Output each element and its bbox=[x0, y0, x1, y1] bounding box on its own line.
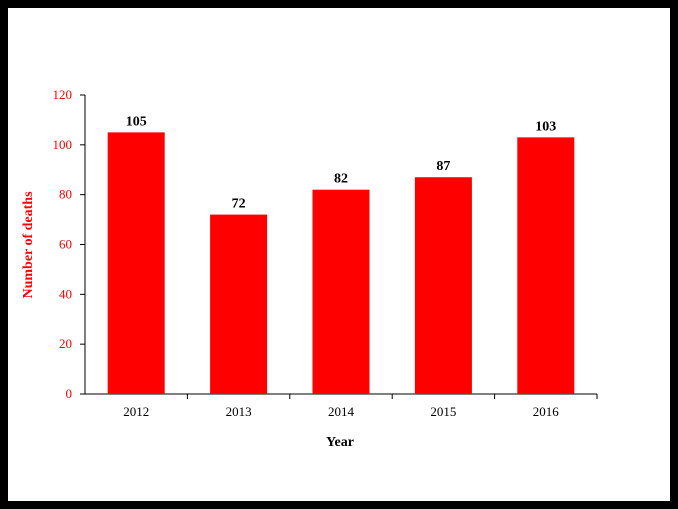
data-label: 82 bbox=[334, 172, 348, 187]
y-axis-title: Number of deaths bbox=[21, 191, 36, 299]
y-tick-label: 80 bbox=[59, 187, 72, 202]
bar-2014 bbox=[312, 189, 370, 394]
y-tick-label: 20 bbox=[59, 336, 72, 351]
plot-area: 0 20 40 60 80 100 120 2012 105 2013 72 2014 82 2015 87… bbox=[53, 87, 598, 419]
y-tick-label: 60 bbox=[59, 237, 72, 252]
x-axis-title: Year bbox=[326, 435, 354, 450]
data-label: 87 bbox=[436, 159, 450, 174]
y-tick-label: 100 bbox=[53, 137, 73, 152]
y-tick-label: 120 bbox=[53, 87, 73, 102]
bar-2013 bbox=[210, 214, 268, 394]
bar-2012 bbox=[107, 132, 165, 394]
y-tick-label: 0 bbox=[66, 386, 73, 401]
x-tick-label: 2014 bbox=[328, 404, 355, 419]
data-label: 103 bbox=[535, 119, 556, 134]
x-tick-label: 2016 bbox=[533, 404, 560, 419]
bar-2016 bbox=[517, 137, 575, 394]
data-label: 72 bbox=[232, 197, 246, 212]
x-tick-label: 2012 bbox=[123, 404, 149, 419]
data-label: 105 bbox=[126, 114, 147, 129]
x-tick-label: 2015 bbox=[430, 404, 456, 419]
y-tick-label: 40 bbox=[59, 286, 72, 301]
x-tick-label: 2013 bbox=[226, 404, 252, 419]
bar-2015 bbox=[414, 177, 472, 394]
